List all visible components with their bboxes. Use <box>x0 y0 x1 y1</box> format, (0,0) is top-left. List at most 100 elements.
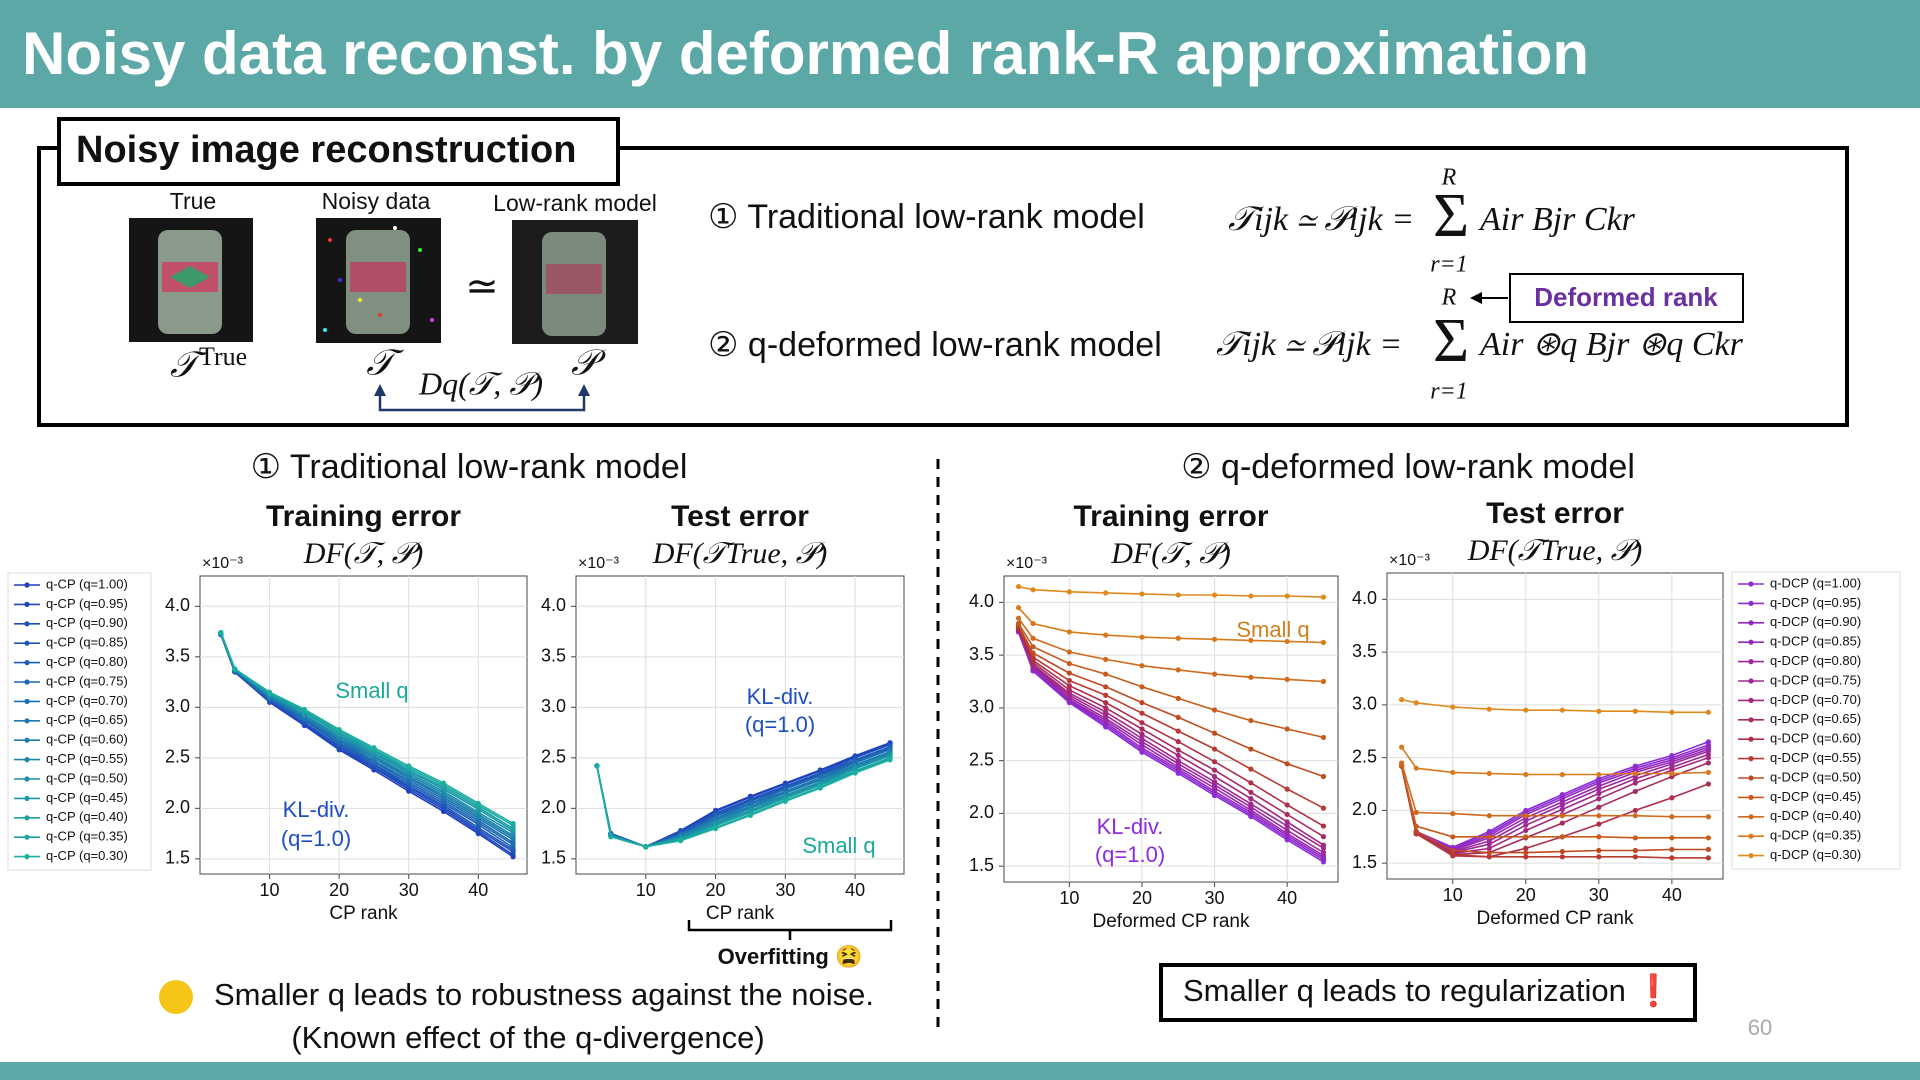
y-tick-label: 3.0 <box>541 696 566 716</box>
point <box>371 745 377 751</box>
point <box>1139 720 1145 726</box>
series-line <box>1017 607 1324 644</box>
x-tick-label: 10 <box>1059 888 1079 908</box>
y-tick-label: 3.0 <box>165 696 190 716</box>
point <box>301 706 307 712</box>
point <box>1030 620 1036 627</box>
point <box>336 726 342 733</box>
series-line <box>1017 630 1324 854</box>
point <box>1175 739 1181 745</box>
point <box>608 834 614 840</box>
overfitting-label: Overfitting 😫 <box>718 944 863 969</box>
chart: 1.5 2.0 2.5 3.0 3.5 4.0 10 20 30 40 ×10⁻³ Test erro… <box>541 500 905 924</box>
point <box>1399 760 1405 766</box>
point <box>1284 811 1290 818</box>
point <box>1669 709 1675 715</box>
legend-swatch <box>24 601 30 608</box>
x-tick-label: 30 <box>1205 888 1225 908</box>
series-line <box>1401 698 1709 714</box>
legend-swatch <box>24 776 30 782</box>
point <box>1320 639 1327 646</box>
point <box>440 780 447 786</box>
point <box>1030 587 1036 593</box>
point <box>1705 709 1711 715</box>
legend-label: q-CP (q=0.60) <box>46 732 128 747</box>
legend-swatch <box>1748 794 1754 801</box>
y-multiplier: ×10⁻³ <box>202 555 244 572</box>
series-line <box>1017 629 1324 846</box>
annotation: (q=1.0) <box>1095 842 1165 867</box>
series-line <box>1017 625 1324 778</box>
point <box>1103 684 1109 690</box>
legend-label: q-DCP (q=0.50) <box>1770 769 1861 784</box>
legend-swatch <box>24 582 30 588</box>
point <box>1705 755 1711 761</box>
legend-label: q-DCP (q=0.65) <box>1770 711 1861 726</box>
point <box>1632 780 1638 786</box>
point <box>218 629 224 636</box>
point <box>1284 726 1290 732</box>
point <box>1669 795 1675 801</box>
y-tick-label: 3.5 <box>969 644 994 664</box>
image-label: Noisy data <box>322 188 431 214</box>
point <box>1559 802 1565 808</box>
approx-symbol: ≃ <box>465 265 499 309</box>
point <box>1450 769 1456 776</box>
point <box>1284 786 1290 792</box>
point <box>1559 771 1565 778</box>
formula-lower: r=1 <box>1430 379 1468 405</box>
point <box>1523 822 1529 828</box>
point <box>1596 854 1602 860</box>
point <box>1413 809 1419 816</box>
point <box>1632 708 1638 714</box>
formula-lhs: 𝒯ijk ≃ 𝒫ijk = <box>1216 326 1402 363</box>
annotation: Small q <box>1236 617 1309 642</box>
legend-label: q-CP (q=0.55) <box>46 751 128 766</box>
x-tick-label: 10 <box>260 880 280 900</box>
symbol: 𝒫 <box>571 342 607 382</box>
point <box>1211 773 1218 780</box>
point <box>712 825 719 832</box>
point <box>1486 706 1492 712</box>
point <box>1175 695 1181 702</box>
formula-lhs: 𝒯ijk ≃ 𝒫ijk = <box>1228 201 1414 238</box>
legend-label: q-DCP (q=0.45) <box>1770 789 1861 804</box>
point <box>1632 788 1638 795</box>
series-line <box>220 633 514 844</box>
legend-label: q-CP (q=0.80) <box>46 654 128 669</box>
y-multiplier: ×10⁻³ <box>1389 552 1431 569</box>
legend-swatch <box>24 757 30 763</box>
point <box>1705 781 1711 787</box>
formula-rhs: Air ⊛q Bjr ⊛q Ckr <box>1478 326 1744 363</box>
point <box>1248 789 1254 795</box>
legend-swatch <box>24 621 30 627</box>
y-tick-label: 3.5 <box>1352 641 1377 661</box>
y-tick-label: 2.0 <box>969 802 994 822</box>
legend-label: q-CP (q=1.00) <box>46 576 128 591</box>
point <box>1139 700 1145 706</box>
chart: 1.5 2.0 2.5 3.0 3.5 4.0 10 20 30 40 ×10⁻³ Training … <box>969 500 1339 932</box>
x-tick-label: 10 <box>1443 885 1463 905</box>
point <box>1399 697 1405 703</box>
point <box>1103 671 1109 677</box>
point <box>1669 846 1675 853</box>
point <box>1320 834 1327 840</box>
legend-swatch <box>24 795 30 802</box>
legend-swatch <box>1748 678 1754 684</box>
point <box>1066 683 1072 689</box>
point <box>1103 590 1109 596</box>
legend-swatch <box>24 854 30 860</box>
deformed-rank-note: Deformed rank <box>1534 282 1718 312</box>
legend-label: q-DCP (q=1.00) <box>1770 575 1861 590</box>
arrow-head <box>1470 292 1482 304</box>
x-axis-label: CP rank <box>329 903 398 924</box>
legend-swatch <box>1748 659 1754 665</box>
point <box>747 812 754 819</box>
point <box>1596 847 1602 854</box>
point <box>1450 704 1456 710</box>
legend-label: q-DCP (q=0.60) <box>1770 731 1861 746</box>
x-axis-label: Deformed CP rank <box>1477 908 1634 929</box>
y-tick-label: 2.0 <box>1352 799 1377 819</box>
y-tick-label: 3.5 <box>165 646 190 666</box>
point <box>1523 827 1529 834</box>
